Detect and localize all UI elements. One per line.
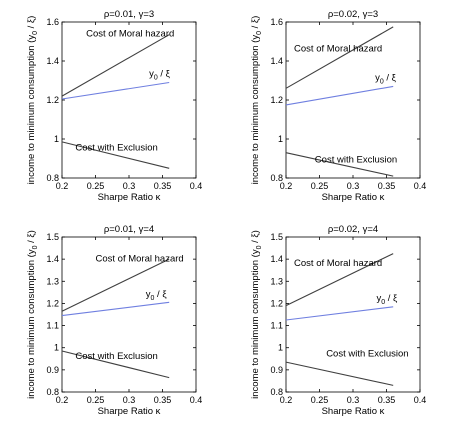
y-tick-label: 1.2 [270, 298, 283, 308]
y-tick-label: 1 [54, 134, 59, 144]
x-tick-label: 0.4 [190, 181, 203, 191]
x-axis-label: Sharpe Ratio κ [322, 192, 385, 203]
y-tick-label: 1.3 [270, 276, 283, 286]
y-tick-label: 1.5 [46, 232, 59, 242]
series-line-y0xi [285, 85, 394, 106]
annotation-y0xi: y0 / ξ [376, 293, 398, 306]
chart-panel: ρ=0.01, γ=4 0.2 0.25 0.3 0.35 0.4 0.8 0.9 1 1.1 1.… [26, 224, 202, 417]
x-tick-label: 0.35 [154, 395, 172, 405]
chart-panel: ρ=0.02, γ=4 0.2 0.25 0.3 0.35 0.4 0.8 0.9 1 1.1 1.… [250, 224, 426, 417]
y-tick-label: 1.2 [270, 95, 283, 105]
y-tick-label: 1.6 [46, 17, 59, 27]
annotation-moral: Cost of Moral hazard [96, 253, 184, 264]
x-tick-label: 0.4 [190, 395, 203, 405]
x-axis-label: Sharpe Ratio κ [98, 406, 161, 417]
x-tick-label: 0.3 [347, 395, 360, 405]
y-tick-label: 0.8 [270, 387, 283, 397]
annotation-excl: Cost with Exclusion [75, 351, 157, 362]
y-axis-label: income to minimum consumption (y0 / ξ) [26, 16, 39, 185]
series-line-excl [61, 141, 170, 169]
y-tick-label: 0.9 [46, 365, 59, 375]
x-tick-label: 0.3 [123, 395, 136, 405]
series-line-moral [61, 34, 170, 97]
series-line-excl [285, 361, 394, 386]
x-tick-label: 0.3 [123, 181, 136, 191]
y-tick-label: 1.4 [46, 56, 59, 66]
x-tick-label: 0.25 [311, 181, 329, 191]
annotation-excl: Cost with Exclusion [326, 349, 408, 360]
chart-title: ρ=0.02, γ=4 [328, 224, 378, 235]
chart-title: ρ=0.02, γ=3 [328, 9, 378, 20]
y-tick-label: 1.1 [270, 321, 283, 331]
x-tick-label: 0.4 [414, 181, 427, 191]
x-tick-label: 0.4 [414, 395, 427, 405]
x-tick-label: 0.25 [87, 395, 105, 405]
y-tick-label: 1.4 [46, 254, 59, 264]
chart-title: ρ=0.01, γ=4 [104, 224, 154, 235]
chart-panel: ρ=0.01, γ=3 0.2 0.25 0.3 0.35 0.4 0.8 1 1.2 1.4 1.… [26, 9, 202, 203]
x-tick-label: 0.3 [347, 181, 360, 191]
annotation-moral: Cost of Moral hazard [86, 29, 174, 40]
y-tick-label: 1.4 [270, 56, 283, 66]
series-line-moral [285, 26, 394, 89]
y-tick-label: 1.4 [270, 254, 283, 264]
plot-frame [61, 21, 197, 179]
y-axis-label: income to minimum consumption (y0 / ξ) [26, 230, 39, 399]
y-tick-label: 1.2 [46, 298, 59, 308]
annotation-y0xi: y0 / ξ [375, 73, 397, 86]
series-line-excl [61, 350, 170, 379]
y-tick-label: 0.8 [270, 173, 283, 183]
chart-panel: ρ=0.02, γ=3 0.2 0.25 0.3 0.35 0.4 0.8 1 1.2 1.4 1.… [250, 9, 426, 203]
x-tick-label: 0.25 [311, 395, 329, 405]
x-axis-label: Sharpe Ratio κ [322, 406, 385, 417]
y-tick-label: 1.2 [46, 95, 59, 105]
y-tick-label: 0.9 [270, 365, 283, 375]
series-line-y0xi [61, 301, 170, 317]
annotation-y0xi: y0 / ξ [149, 69, 171, 82]
y-tick-label: 1 [278, 343, 283, 353]
annotation-moral: Cost of Moral hazard [294, 258, 382, 269]
x-axis-label: Sharpe Ratio κ [98, 192, 161, 203]
chart-title: ρ=0.01, γ=3 [104, 9, 154, 20]
x-tick-label: 0.2 [56, 181, 69, 191]
series-line-y0xi [285, 306, 394, 321]
y-tick-label: 1.6 [270, 17, 283, 27]
plot-frame [61, 236, 197, 393]
x-tick-label: 0.25 [87, 181, 105, 191]
annotation-y0xi: y0 / ξ [146, 289, 168, 302]
x-tick-label: 0.35 [378, 395, 396, 405]
plot-frame [285, 236, 421, 393]
series-line-excl [285, 152, 394, 177]
annotation-excl: Cost with Exclusion [315, 154, 397, 165]
y-tick-label: 1.1 [46, 321, 59, 331]
plot-frame [285, 21, 421, 179]
x-tick-label: 0.2 [280, 395, 293, 405]
y-tick-label: 1 [278, 134, 283, 144]
y-tick-label: 1.5 [270, 232, 283, 242]
series-line-y0xi [61, 81, 170, 100]
y-tick-label: 0.8 [46, 387, 59, 397]
y-axis-label: income to minimum consumption (y0 / ξ) [250, 16, 263, 185]
annotation-moral: Cost of Moral hazard [294, 43, 382, 54]
y-tick-label: 1 [54, 343, 59, 353]
x-tick-label: 0.35 [378, 181, 396, 191]
x-tick-label: 0.2 [280, 181, 293, 191]
series-line-moral [61, 258, 170, 312]
y-axis-label: income to minimum consumption (y0 / ξ) [250, 230, 263, 399]
x-tick-label: 0.35 [154, 181, 172, 191]
y-tick-label: 0.8 [46, 173, 59, 183]
series-line-moral [285, 253, 394, 307]
annotation-excl: Cost with Exclusion [75, 143, 157, 154]
y-tick-label: 1.3 [46, 276, 59, 286]
x-tick-label: 0.2 [56, 395, 69, 405]
